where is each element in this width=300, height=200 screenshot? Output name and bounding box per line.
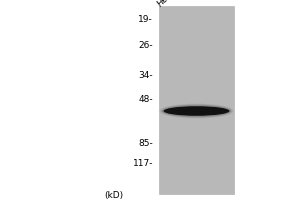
Text: 48-: 48- [138,95,153,104]
Text: 19-: 19- [138,16,153,24]
Text: 34-: 34- [138,71,153,79]
Bar [159,6,234,194]
Text: (kD): (kD) [104,191,124,200]
Ellipse shape [160,104,233,118]
Text: 26-: 26- [138,42,153,50]
Text: HeLa: HeLa [156,0,177,8]
Text: 85-: 85- [138,138,153,147]
Text: 117-: 117- [133,158,153,167]
Ellipse shape [161,105,232,117]
Ellipse shape [164,106,230,116]
